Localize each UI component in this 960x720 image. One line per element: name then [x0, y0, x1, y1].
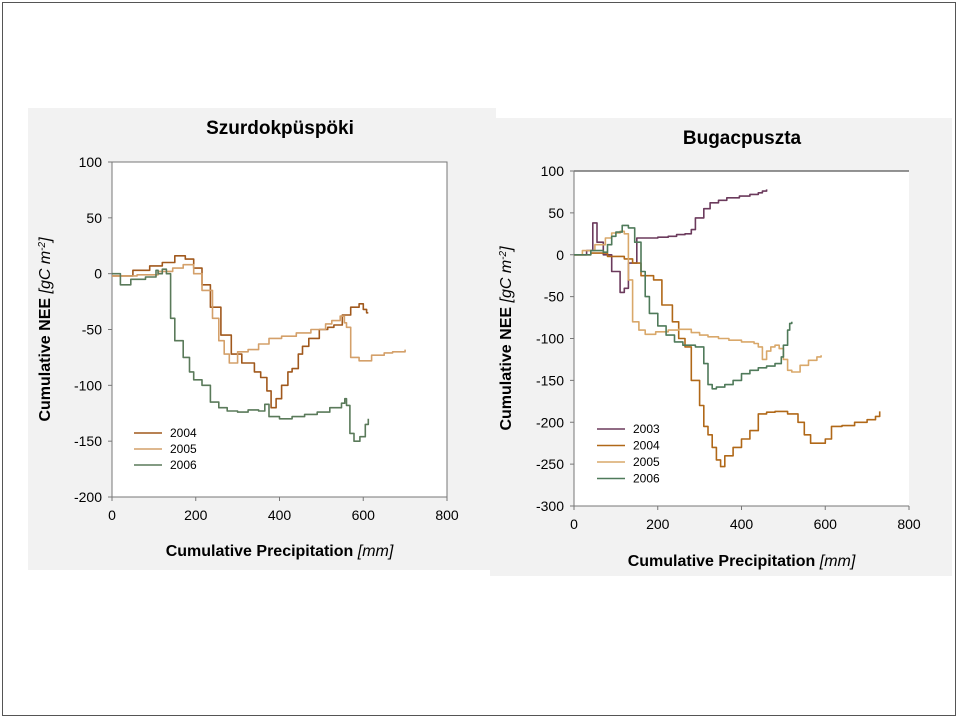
x-tick-label: 600: [352, 507, 376, 523]
x-tick-label: 800: [897, 516, 921, 532]
x-axis-label: Cumulative Precipitation [mm]: [628, 553, 856, 570]
y-axis-label: Cumulative NEE [gC m-2]: [498, 246, 516, 431]
x-tick-label: 0: [570, 516, 578, 532]
y-axis-label-close: ]: [37, 237, 54, 244]
y-tick-label: -150: [74, 433, 102, 449]
y-tick-label: 100: [541, 163, 565, 179]
y-tick-label: 100: [79, 154, 103, 170]
y-tick-label: -100: [74, 377, 102, 393]
series-line-2004: [112, 255, 369, 409]
x-axis-label-unit: [mm]: [357, 543, 394, 560]
y-axis-label-text: Cumulative NEE: [498, 303, 515, 431]
y-tick-label: -150: [536, 372, 564, 388]
x-tick-label: 400: [730, 516, 754, 532]
y-tick-label: 50: [86, 210, 102, 226]
x-tick-label: 200: [184, 507, 208, 523]
series-line-2006: [574, 224, 793, 390]
plot-area: [112, 162, 447, 497]
series-line-2004: [574, 252, 881, 468]
series-line-2005: [574, 230, 822, 373]
y-tick-label: -200: [536, 414, 564, 430]
x-axis-label-text: Cumulative Precipitation: [166, 543, 358, 560]
series-line-2006: [112, 268, 370, 442]
y-tick-label: 50: [548, 205, 564, 221]
x-tick-label: 0: [108, 507, 116, 523]
chart-title: Szurdokpüspöki: [206, 118, 354, 139]
y-axis-label-text: Cumulative NEE: [37, 294, 54, 422]
x-tick-label: 400: [268, 507, 292, 523]
series-line-2003: [574, 189, 768, 294]
series-line-2005: [112, 263, 406, 364]
y-axis-label-unit: [gC m: [37, 251, 54, 295]
y-tick-label: -50: [82, 322, 102, 338]
x-axis-label-unit: [mm]: [819, 553, 856, 570]
x-axis-label-text: Cumulative Precipitation: [628, 553, 820, 570]
x-tick-label: 800: [435, 507, 459, 523]
y-axis-label-close: ]: [498, 246, 515, 253]
legend-label-2006: 2006: [170, 458, 197, 472]
y-axis-label-unit: [gC m: [498, 260, 515, 304]
chart-right: Bugacpuszta 100 50 0 -50 -100 -150 -200 -250 -300…: [498, 128, 921, 570]
y-tick-label: 0: [94, 266, 102, 282]
y-tick-label: -250: [536, 456, 564, 472]
x-axis-label: Cumulative Precipitation [mm]: [166, 543, 394, 560]
y-tick-label: -100: [536, 331, 564, 347]
plot-area: [574, 171, 909, 506]
x-tick-label: 200: [646, 516, 670, 532]
x-tick-label: 600: [814, 516, 838, 532]
y-tick-label: -200: [74, 489, 102, 505]
y-tick-label: -50: [544, 289, 564, 305]
chart-title: Bugacpuszta: [683, 128, 802, 149]
y-tick-label: 0: [556, 247, 564, 263]
legend-label-2005: 2005: [170, 442, 197, 456]
y-tick-label: -300: [536, 498, 564, 514]
y-axis-label-exponent: -2: [37, 241, 48, 250]
y-axis-label: Cumulative NEE [gC m-2]: [37, 237, 55, 422]
legend-label-2005: 2005: [633, 455, 660, 469]
legend-label-2004: 2004: [633, 439, 660, 453]
legend-label-2003: 2003: [633, 422, 660, 436]
legend-label-2006: 2006: [633, 472, 660, 486]
y-axis-label-exponent: -2: [498, 250, 509, 259]
legend-label-2004: 2004: [170, 426, 197, 440]
